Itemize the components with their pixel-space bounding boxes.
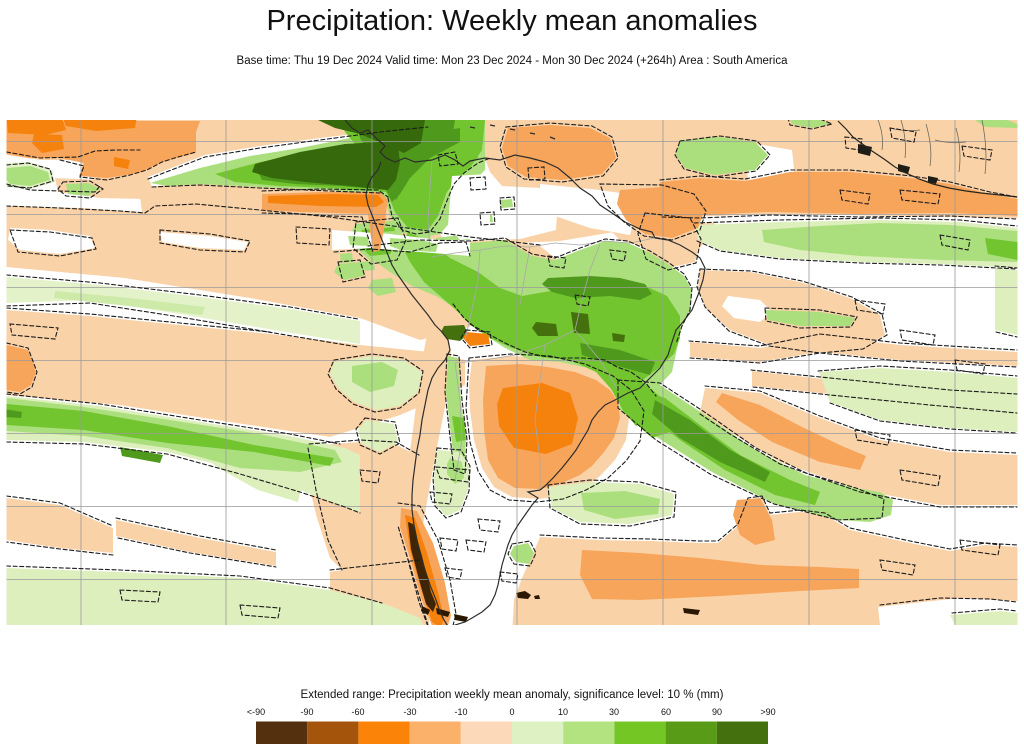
- svg-text:60: 60: [661, 707, 671, 717]
- svg-text:-60: -60: [351, 707, 364, 717]
- svg-text:>90: >90: [760, 707, 775, 717]
- svg-text:10: 10: [558, 707, 568, 717]
- svg-text:-10: -10: [454, 707, 467, 717]
- svg-text:<-90: <-90: [247, 707, 265, 717]
- svg-text:-90: -90: [300, 707, 313, 717]
- svg-text:-30: -30: [403, 707, 416, 717]
- svg-text:90: 90: [712, 707, 722, 717]
- svg-text:0: 0: [509, 707, 514, 717]
- svg-text:30: 30: [609, 707, 619, 717]
